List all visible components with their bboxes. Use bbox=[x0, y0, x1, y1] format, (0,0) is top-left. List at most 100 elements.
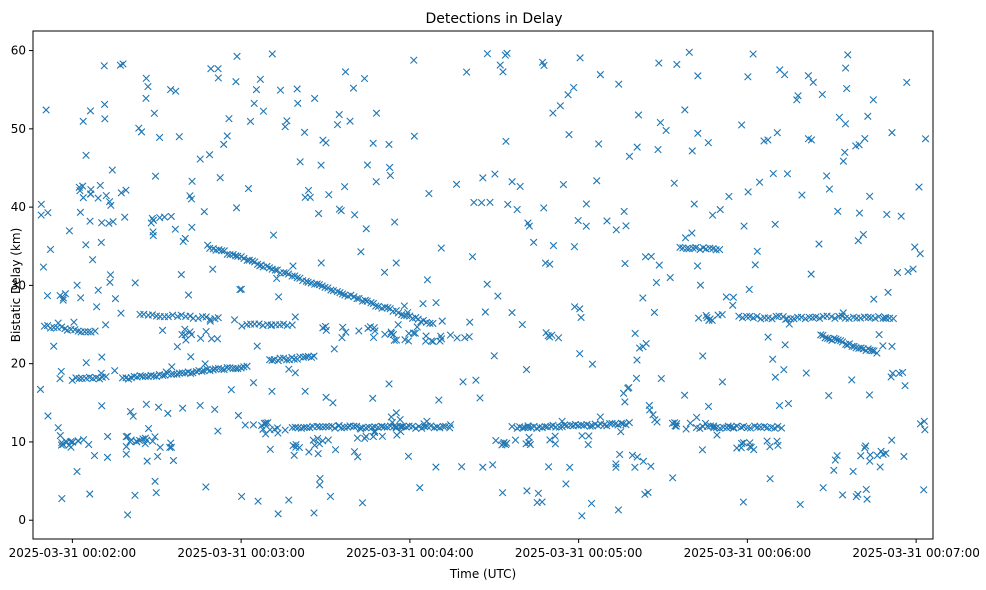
detection-point bbox=[276, 354, 284, 362]
detection-point bbox=[116, 61, 125, 69]
detection-point bbox=[309, 436, 317, 444]
detection-point bbox=[256, 262, 264, 270]
detection-point bbox=[708, 316, 716, 325]
detection-point bbox=[214, 427, 222, 435]
detection-point bbox=[865, 192, 874, 200]
detection-point bbox=[200, 207, 208, 216]
detection-point bbox=[494, 292, 502, 300]
detection-point bbox=[888, 342, 896, 351]
detection-point bbox=[435, 396, 443, 404]
detection-point bbox=[433, 423, 441, 431]
detection-point bbox=[363, 161, 372, 169]
detection-point bbox=[737, 121, 746, 129]
detection-point bbox=[518, 320, 527, 329]
detection-point bbox=[142, 74, 150, 82]
detection-point bbox=[411, 329, 419, 337]
detection-point bbox=[368, 423, 376, 432]
detection-point bbox=[322, 422, 330, 431]
detection-point bbox=[634, 111, 643, 119]
x-tick-label: 2025-03-31 00:02:00 bbox=[9, 546, 136, 560]
detection-point bbox=[385, 380, 393, 388]
detection-point bbox=[98, 402, 106, 410]
detection-point bbox=[423, 276, 432, 284]
detection-point bbox=[36, 385, 45, 394]
detection-point bbox=[288, 321, 296, 329]
detection-point bbox=[214, 314, 222, 322]
detection-point bbox=[832, 335, 840, 343]
detection-point bbox=[156, 214, 164, 222]
detection-point bbox=[426, 319, 434, 328]
detection-point bbox=[740, 222, 748, 230]
detection-point bbox=[101, 321, 110, 329]
detection-point bbox=[901, 382, 909, 390]
detection-point bbox=[848, 376, 856, 384]
detection-point bbox=[360, 74, 369, 83]
detection-point bbox=[126, 407, 135, 416]
detection-point bbox=[641, 253, 650, 261]
detection-point bbox=[751, 261, 759, 269]
detection-point bbox=[94, 286, 102, 294]
detection-point bbox=[181, 325, 189, 334]
detection-point bbox=[158, 326, 167, 335]
detection-point bbox=[479, 463, 487, 471]
detection-point bbox=[202, 483, 210, 491]
detection-point bbox=[625, 418, 634, 427]
detection-point bbox=[706, 244, 714, 252]
x-tick-label: 2025-03-31 00:06:00 bbox=[684, 546, 811, 560]
detection-point bbox=[319, 423, 327, 431]
detection-point bbox=[921, 135, 930, 143]
detection-point bbox=[743, 424, 752, 432]
detection-point bbox=[398, 423, 406, 431]
detection-point bbox=[302, 423, 311, 432]
detection-point bbox=[143, 436, 151, 444]
detection-point bbox=[831, 314, 839, 323]
detection-point bbox=[916, 420, 925, 428]
detection-point bbox=[310, 94, 319, 103]
detection-point bbox=[673, 60, 681, 69]
detection-point bbox=[329, 399, 337, 407]
detection-point bbox=[876, 463, 884, 471]
detection-point bbox=[818, 90, 827, 99]
detection-point bbox=[578, 432, 586, 440]
detection-point bbox=[841, 120, 850, 128]
detection-point bbox=[374, 302, 383, 311]
detection-point bbox=[477, 198, 486, 207]
detection-point bbox=[59, 440, 67, 449]
detection-point bbox=[129, 412, 137, 420]
detection-point bbox=[214, 65, 222, 73]
detection-point bbox=[271, 266, 280, 274]
x-axis-label: Time (UTC) bbox=[449, 567, 516, 581]
detection-point bbox=[859, 230, 868, 239]
detection-point bbox=[764, 136, 772, 144]
detection-point bbox=[59, 294, 68, 302]
detection-point bbox=[680, 391, 689, 399]
detection-point bbox=[541, 422, 549, 431]
detection-point bbox=[807, 270, 815, 278]
detection-point bbox=[725, 192, 733, 201]
detection-point bbox=[408, 422, 417, 430]
detection-point bbox=[122, 186, 130, 194]
detection-point bbox=[875, 330, 883, 339]
detection-point bbox=[154, 403, 163, 411]
detection-point bbox=[729, 293, 738, 302]
data-points bbox=[36, 48, 930, 520]
detection-point bbox=[862, 485, 870, 494]
detection-point bbox=[76, 208, 85, 217]
detection-point bbox=[586, 422, 594, 430]
detection-point bbox=[782, 315, 790, 323]
detection-point bbox=[882, 449, 890, 457]
detection-point bbox=[708, 211, 717, 219]
detection-point bbox=[698, 446, 707, 454]
detection-point bbox=[267, 321, 275, 330]
detection-point bbox=[386, 171, 395, 180]
detection-point bbox=[805, 313, 813, 322]
detection-point bbox=[763, 437, 771, 445]
detection-point bbox=[44, 412, 52, 420]
detection-point bbox=[916, 249, 924, 258]
detection-point bbox=[392, 424, 400, 432]
detection-point bbox=[582, 200, 591, 208]
detection-point bbox=[123, 432, 132, 441]
detection-point bbox=[574, 421, 582, 430]
detection-point bbox=[293, 85, 301, 93]
